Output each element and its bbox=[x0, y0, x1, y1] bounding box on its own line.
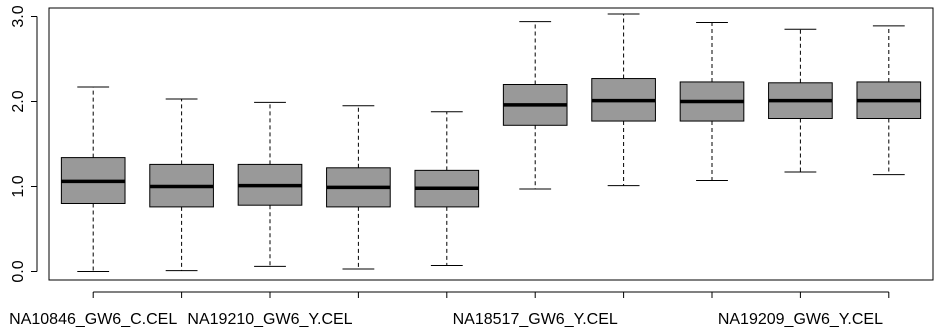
box-4 bbox=[326, 105, 391, 270]
box-3 bbox=[237, 101, 303, 267]
x-tick-label: NA19209_GW6_Y.CEL bbox=[718, 311, 883, 328]
plot-frame bbox=[48, 7, 934, 281]
box-9 bbox=[768, 28, 833, 173]
x-axis: NA10846_GW6_C.CEL NA19210_GW6_Y.CEL NA1851… bbox=[9, 291, 890, 328]
box-10 bbox=[856, 25, 922, 176]
y-axis: 0.0 1.0 2.0 3.0 bbox=[10, 5, 38, 283]
box-5 bbox=[414, 111, 480, 267]
boxes bbox=[60, 13, 922, 272]
x-tick-label: NA10846_GW6_C.CEL bbox=[9, 311, 177, 328]
y-tick-label: 0.0 bbox=[10, 260, 27, 282]
box-8 bbox=[679, 21, 745, 182]
y-tick-label: 3.0 bbox=[10, 5, 27, 27]
y-tick-label: 1.0 bbox=[10, 175, 27, 197]
box-1 bbox=[60, 86, 126, 272]
x-tick-label: NA19210_GW6_Y.CEL bbox=[187, 311, 352, 328]
x-tick-label: NA18517_GW6_Y.CEL bbox=[453, 311, 618, 328]
box-2 bbox=[149, 98, 214, 272]
y-tick-label: 2.0 bbox=[10, 90, 27, 112]
box-6 bbox=[502, 21, 568, 190]
box-7 bbox=[591, 13, 656, 187]
